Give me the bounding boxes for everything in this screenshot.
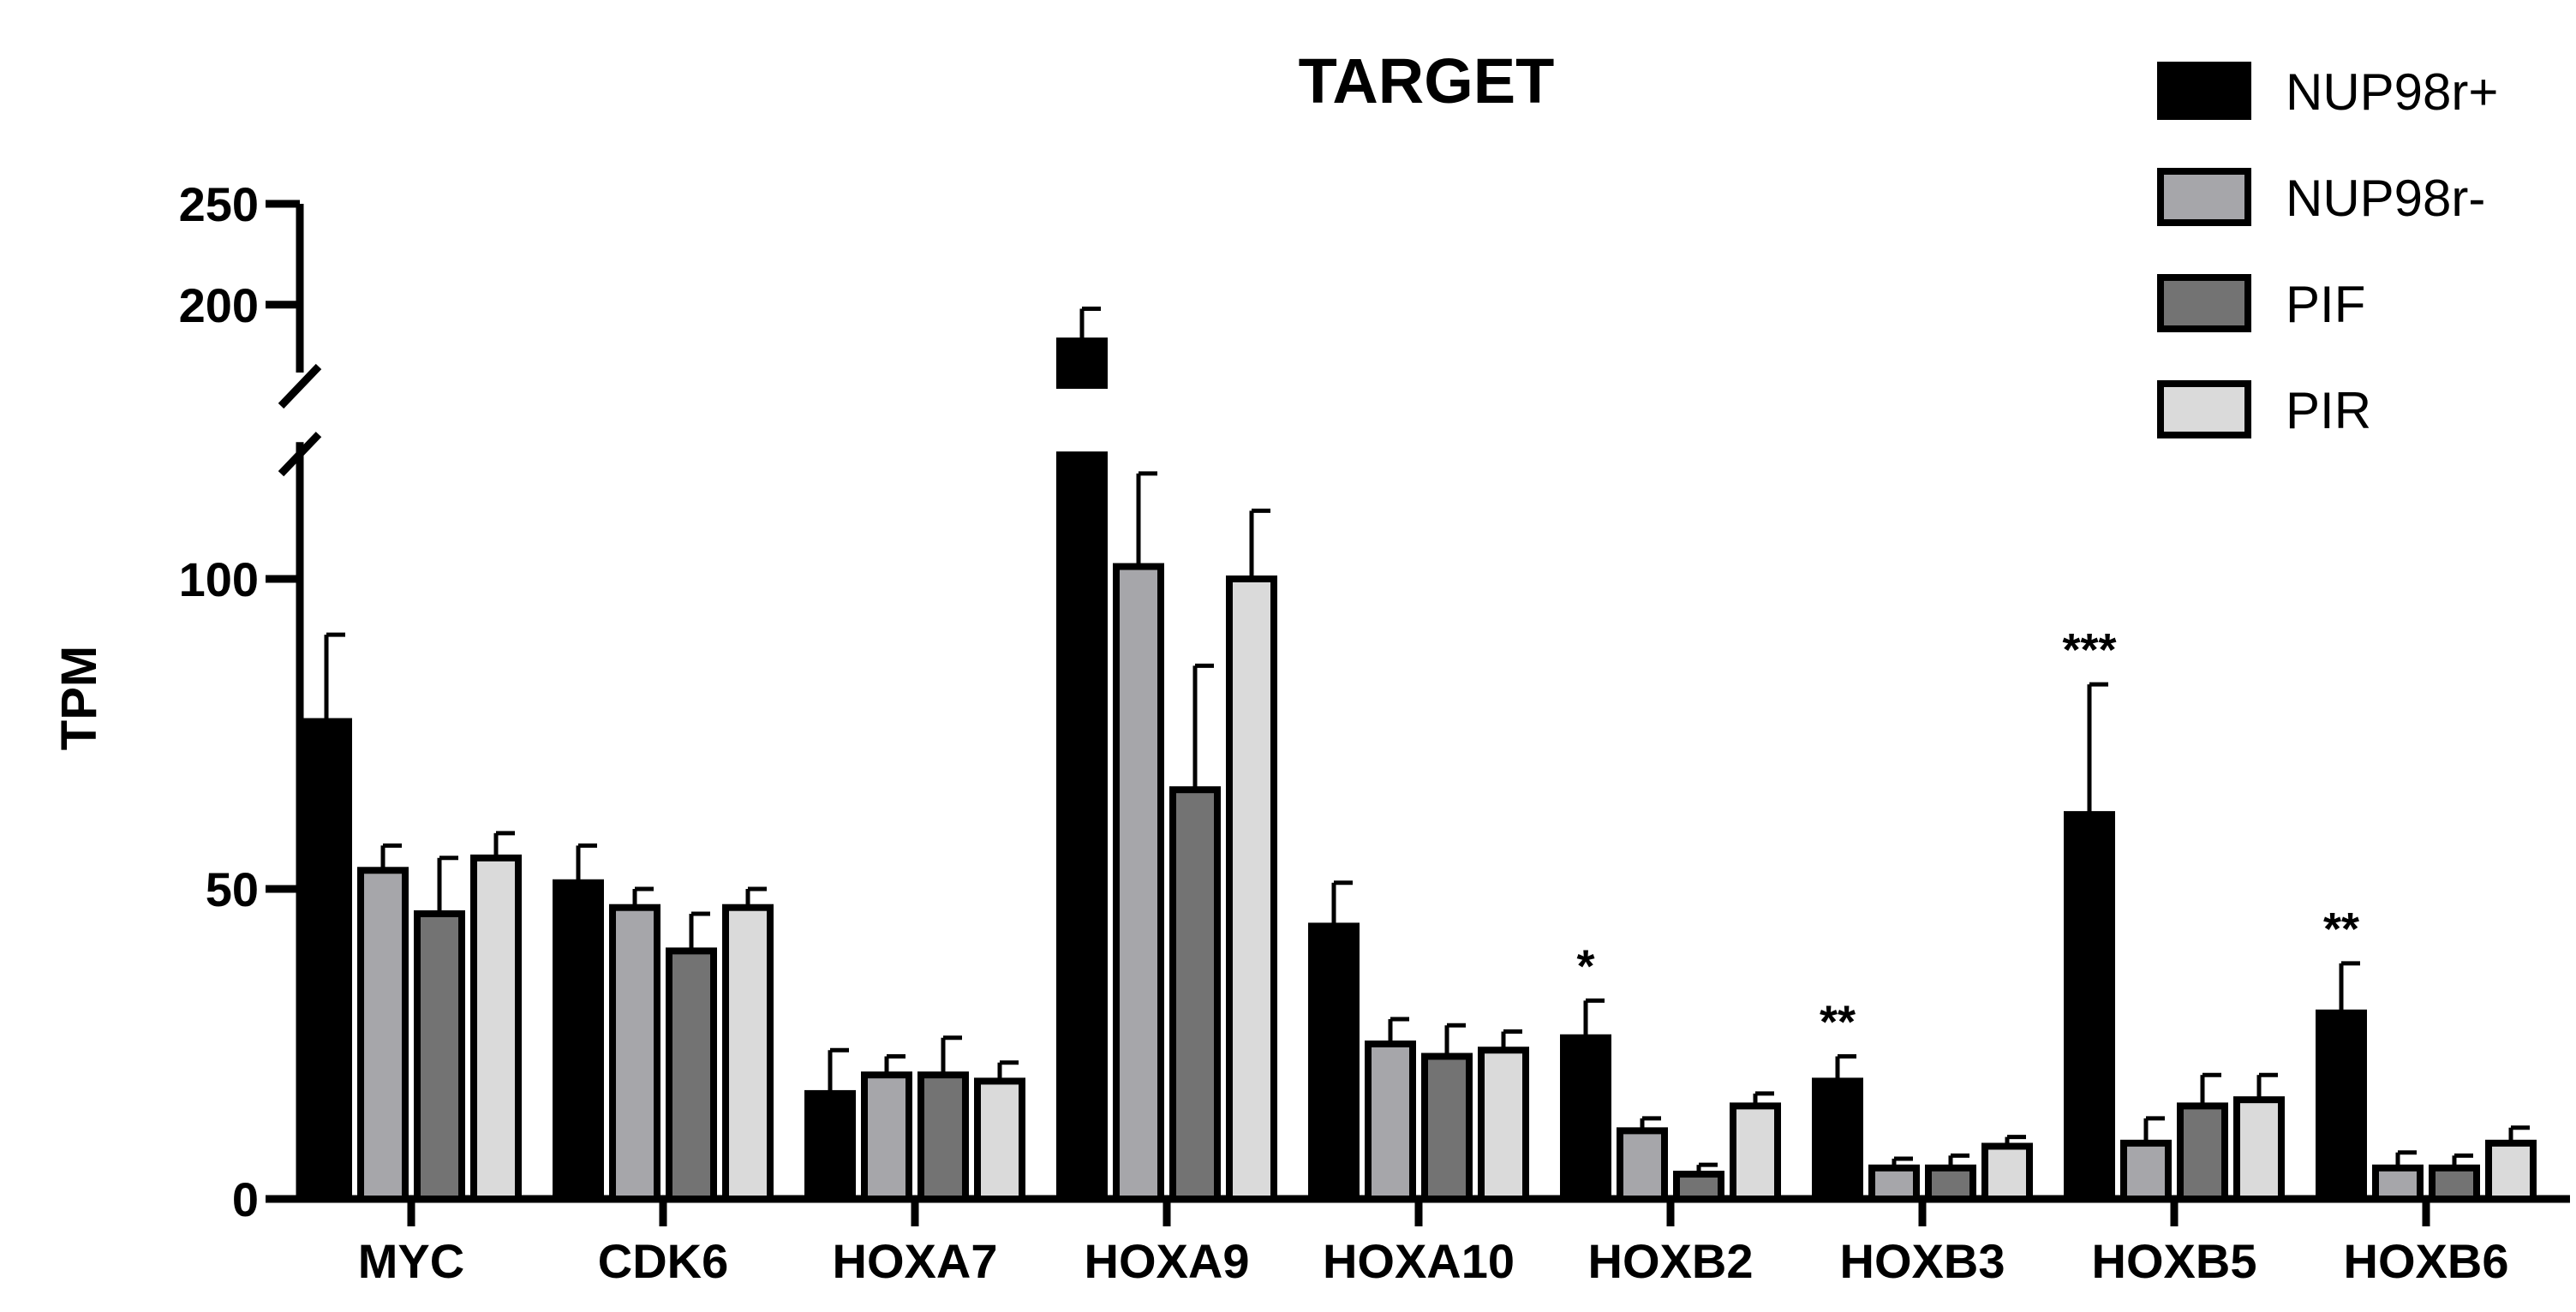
bar xyxy=(470,854,522,1202)
bar xyxy=(1056,337,1108,389)
y-tick-label: 0 xyxy=(232,1172,259,1226)
legend-swatch xyxy=(2157,380,2251,438)
y-axis-break-mark xyxy=(278,363,322,409)
bar xyxy=(1169,786,1221,1202)
legend: NUP98r+ NUP98r- PIF PIR xyxy=(2157,62,2498,439)
x-tick-label: CDK6 xyxy=(598,1234,728,1288)
bar xyxy=(804,1089,856,1203)
bar xyxy=(1981,1142,2033,1202)
bar xyxy=(2177,1102,2228,1203)
bar xyxy=(357,867,409,1203)
bar xyxy=(861,1071,912,1202)
bar xyxy=(1113,563,1164,1202)
y-axis-break-mark xyxy=(278,432,322,477)
y-tick-label: 250 xyxy=(179,177,259,231)
legend-label: PIR xyxy=(2286,382,2371,439)
bar xyxy=(1673,1171,1724,1203)
bar xyxy=(414,909,465,1202)
x-tick-label: HOXB5 xyxy=(2092,1234,2257,1288)
bar xyxy=(1478,1047,1529,1202)
bar xyxy=(1925,1164,1976,1203)
bar xyxy=(1421,1053,1473,1202)
bars: ******** xyxy=(301,306,2537,1203)
bar xyxy=(1560,1034,1611,1203)
significance-marker: ** xyxy=(2323,903,2359,955)
bar xyxy=(2372,1164,2424,1203)
x-tick-label: HOXB3 xyxy=(1840,1234,2005,1288)
bar xyxy=(1812,1077,1863,1202)
bar xyxy=(1868,1164,1920,1203)
legend-label: NUP98r- xyxy=(2286,170,2485,227)
bar xyxy=(2429,1164,2480,1203)
bar xyxy=(1617,1127,1668,1202)
x-tick-label: MYC xyxy=(358,1234,464,1288)
legend-label: NUP98r+ xyxy=(2286,63,2498,121)
legend-swatch xyxy=(2157,274,2251,332)
bar xyxy=(1226,575,1277,1202)
y-tick-label: 200 xyxy=(179,278,259,332)
bar xyxy=(301,718,352,1202)
bar xyxy=(722,903,774,1202)
legend-label: PIF xyxy=(2286,276,2365,333)
bar xyxy=(974,1077,1025,1202)
x-tick-label: HOXA7 xyxy=(833,1234,998,1288)
bar xyxy=(917,1071,969,1202)
bar xyxy=(1730,1102,1781,1203)
chart-title: TARGET xyxy=(1299,45,1555,116)
legend-swatch xyxy=(2157,62,2251,120)
x-tick-label: HOXA10 xyxy=(1323,1234,1515,1288)
y-axis-label: TPM xyxy=(51,646,107,750)
x-tick-label: HOXB2 xyxy=(1588,1234,1754,1288)
bar xyxy=(666,947,717,1203)
y-tick-label: 50 xyxy=(206,862,259,916)
bar xyxy=(609,903,660,1202)
bar xyxy=(553,879,604,1202)
bar xyxy=(1308,922,1360,1202)
significance-marker: ** xyxy=(1820,996,1856,1047)
bar xyxy=(2120,1139,2172,1202)
legend-swatch xyxy=(2157,168,2251,226)
y-tick-label: 100 xyxy=(179,552,259,606)
bar xyxy=(2064,811,2115,1202)
bar xyxy=(1365,1041,1416,1202)
x-tick-label: HOXB6 xyxy=(2344,1234,2509,1288)
significance-marker: *** xyxy=(2062,624,2116,676)
x-tick-label: HOXA9 xyxy=(1085,1234,1250,1288)
significance-marker: * xyxy=(1576,940,1594,992)
bar xyxy=(2233,1096,2285,1203)
bar xyxy=(2316,1009,2367,1203)
bar xyxy=(2485,1139,2537,1202)
bar xyxy=(1056,451,1108,1202)
